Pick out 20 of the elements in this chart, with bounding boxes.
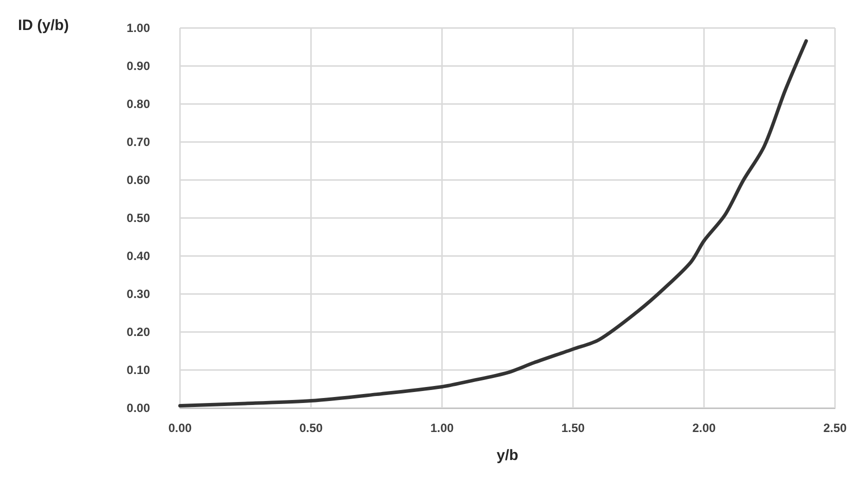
y-tick-label: 0.30 (126, 287, 150, 301)
y-tick-label: 0.20 (126, 325, 150, 339)
line-series (178, 39, 808, 408)
x-axis-title: y/b (496, 447, 518, 464)
x-tick-label: 1.50 (561, 421, 585, 435)
y-tick-label: 0.10 (126, 363, 150, 377)
y-tick-label: 0.70 (126, 135, 150, 149)
y-tick-label: 0.40 (126, 249, 150, 263)
y-tick-label: 0.60 (126, 173, 150, 187)
y-axis-title: ID (y/b) (18, 17, 69, 34)
y-tick-label: 1.00 (126, 21, 150, 35)
x-tick-label: 2.50 (823, 421, 847, 435)
y-tick-label: 0.50 (126, 211, 150, 225)
x-tick-label: 2.00 (692, 421, 716, 435)
y-tick-label: 0.00 (126, 401, 150, 415)
x-tick-label: 1.00 (430, 421, 454, 435)
y-tick-label: 0.80 (126, 97, 150, 111)
x-tick-label: 0.50 (299, 421, 323, 435)
y-tick-label: 0.90 (126, 59, 150, 73)
x-tick-label: 0.00 (168, 421, 192, 435)
